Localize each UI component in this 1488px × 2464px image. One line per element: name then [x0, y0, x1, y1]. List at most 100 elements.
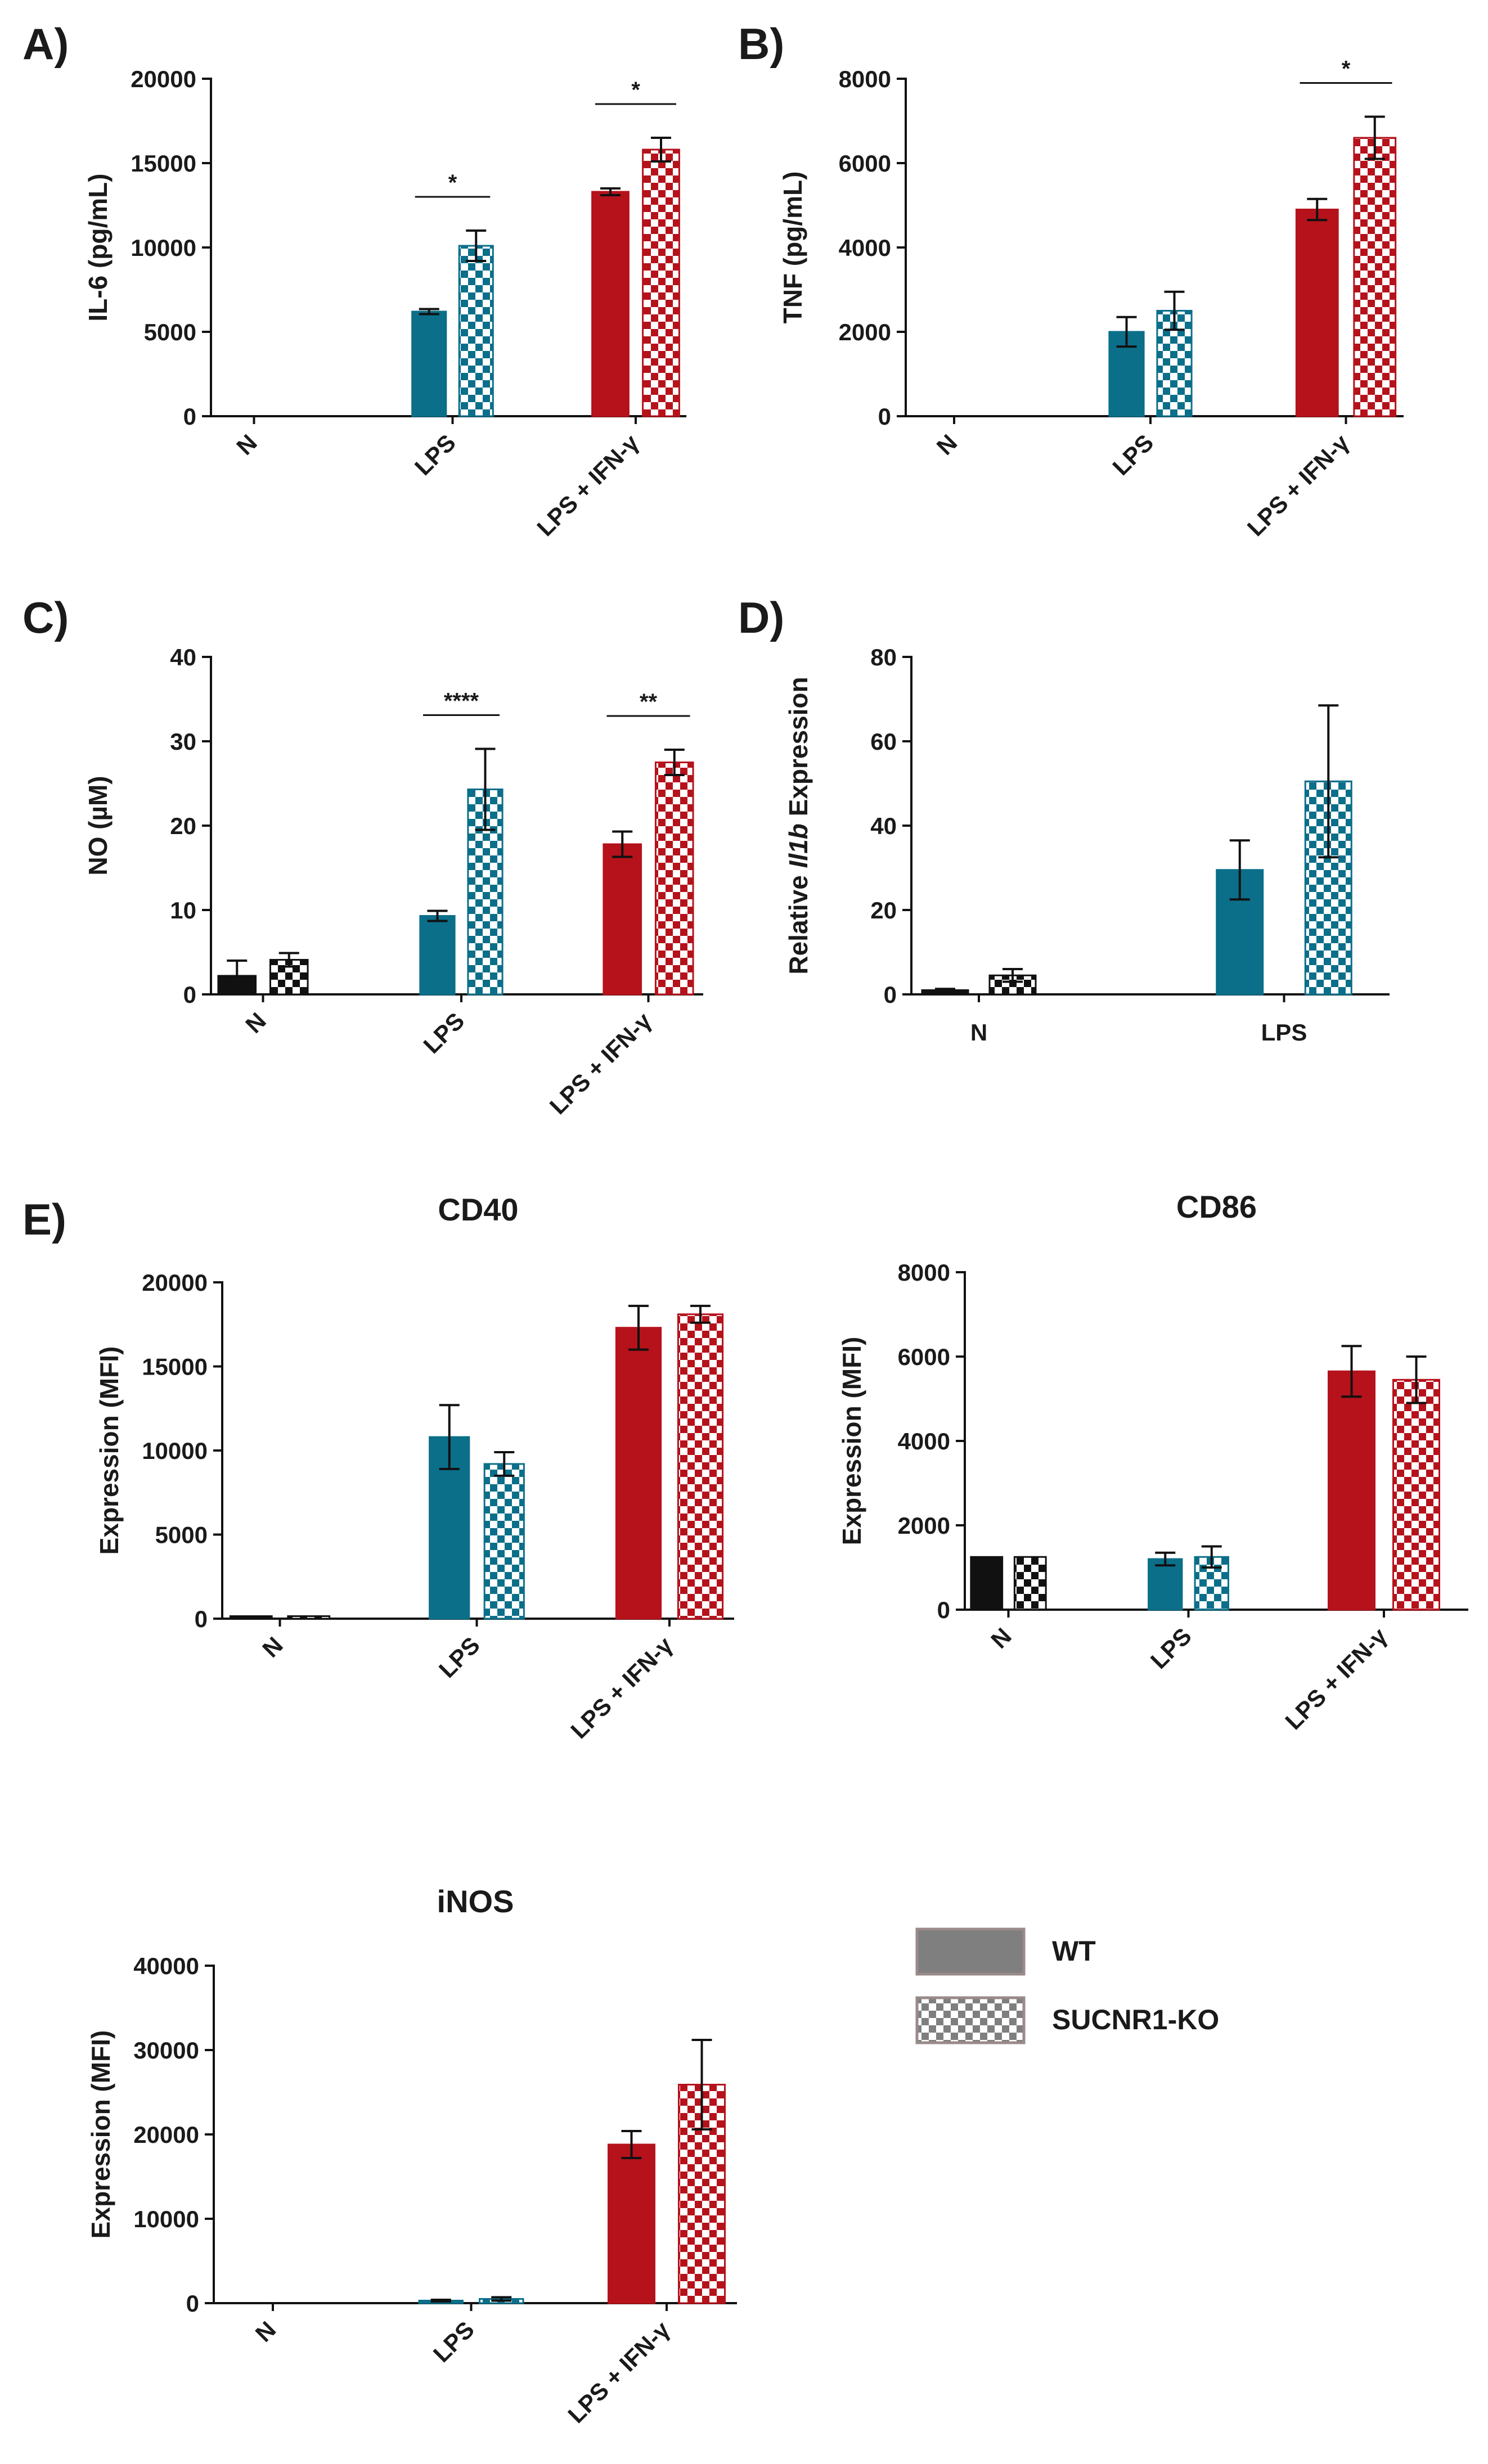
bar-wt-3 [591, 191, 630, 417]
bar-ko-3 [654, 762, 694, 995]
bar-wt-1 [229, 1615, 273, 1620]
chart-1: A) IL-6 (pg/mL) 0 5000 10000 15000 20000 N LPS LP… [23, 19, 686, 541]
y-tick-label: 6000 [898, 1344, 950, 1370]
y-tick-label: 60 [870, 728, 897, 755]
significance-label: * [631, 78, 640, 102]
y-tick-label: 0 [195, 1606, 208, 1632]
y-tick-label: 4000 [839, 235, 891, 261]
y-axis-label: Expression (MFI) [837, 1337, 866, 1546]
bar-wt-2 [1148, 1558, 1183, 1611]
bar-wt-3 [608, 2143, 655, 2304]
panel-label: C) [23, 593, 69, 642]
y-tick-label: 0 [937, 1597, 950, 1623]
chart-4: D) Relative Il1b Expression 0 20 40 60 80 N LPS [738, 593, 1390, 1046]
chart-2: B) TNF (pg/mL) 0 2000 4000 6000 8000 N LPS LPS + … [738, 19, 1404, 541]
chart-5: E) CD40 Expression (MFI) 0 5000 10000 15000 200… [23, 1192, 734, 1744]
significance-label: **** [444, 689, 479, 714]
y-tick-label: 80 [870, 644, 897, 670]
y-axis-label: NO (µM) [83, 776, 113, 875]
y-tick-label: 2000 [839, 319, 891, 345]
significance-label: ** [640, 690, 658, 714]
x-tick-label: LPS + IFN-γ [563, 2316, 675, 2429]
y-axis-label: IL-6 (pg/mL) [83, 173, 113, 321]
x-tick-label: LPS [1145, 1623, 1197, 1674]
y-tick-label: 0 [884, 981, 897, 1008]
panel-label: A) [23, 19, 69, 69]
bar-wt-2 [411, 310, 447, 417]
x-tick-label: N [932, 429, 963, 460]
x-tick-label: N [240, 1007, 271, 1038]
chart-title: iNOS [437, 1884, 514, 1919]
x-tick-label: LPS [434, 1632, 485, 1683]
panel-label: D) [738, 593, 784, 642]
bar-wt-2 [419, 915, 456, 995]
bar-wt-3 [1328, 1370, 1375, 1611]
y-tick-label: 20000 [131, 66, 196, 92]
y-tick-label: 20 [170, 813, 196, 839]
bar-ko-2 [458, 245, 494, 417]
y-tick-label: 15000 [131, 150, 196, 177]
chart-title: CD86 [1176, 1189, 1257, 1224]
bar-ko-1 [1013, 1556, 1047, 1611]
x-tick-label: LPS [428, 2316, 479, 2367]
x-tick-label: LPS + IFN-γ [532, 429, 644, 542]
y-tick-label: 30000 [133, 2037, 199, 2064]
bar-wt-3 [615, 1327, 662, 1620]
y-tick-label: 5000 [155, 1522, 208, 1548]
x-tick-label: LPS [1261, 1019, 1307, 1046]
bar-wt-1 [970, 1556, 1004, 1611]
bar-ko-3 [1392, 1379, 1440, 1611]
y-tick-label: 5000 [144, 319, 196, 345]
x-tick-label: N [250, 2316, 281, 2347]
y-tick-label: 8000 [839, 66, 891, 92]
legend: WT SUCNR1-KO [915, 1927, 1219, 2044]
y-tick-label: 20 [870, 897, 897, 924]
bar-ko-2 [1156, 310, 1193, 417]
legend-label-ko: SUCNR1-KO [1052, 2004, 1219, 2035]
y-tick-label: 30 [170, 728, 196, 755]
y-tick-label: 0 [183, 981, 196, 1008]
bar-ko-3 [677, 1313, 724, 1620]
bar-ko-1 [287, 1615, 331, 1620]
y-tick-label: 0 [878, 403, 891, 430]
x-tick-label: LPS [418, 1007, 469, 1058]
bar-wt-2 [1108, 331, 1145, 417]
y-tick-label: 15000 [142, 1354, 208, 1380]
x-tick-label: N [257, 1632, 288, 1663]
y-axis-label: Expression (MFI) [95, 1346, 124, 1555]
bar-ko-3 [642, 148, 680, 417]
x-tick-label: N [970, 1019, 987, 1046]
significance-label: * [1342, 57, 1351, 82]
x-tick-label: LPS + IFN-γ [545, 1007, 657, 1120]
y-tick-label: 2000 [898, 1512, 950, 1539]
x-tick-label: LPS [1107, 429, 1158, 480]
bar-ko-2 [483, 1463, 525, 1620]
y-axis-label: Expression (MFI) [86, 2030, 115, 2239]
y-tick-label: 20000 [142, 1269, 208, 1296]
y-tick-label: 0 [183, 403, 196, 430]
panel-label: B) [738, 19, 784, 69]
panel-label: E) [23, 1195, 66, 1244]
y-tick-label: 40 [170, 644, 196, 670]
legend-swatch-ko [915, 1996, 1026, 2044]
y-tick-label: 10000 [133, 2206, 199, 2232]
bar-wt-3 [1295, 209, 1339, 417]
x-tick-label: LPS [410, 429, 461, 480]
y-tick-label: 4000 [898, 1428, 950, 1454]
chart-7: iNOS Expression (MFI) 0 10000 20000 30000 4000… [86, 1884, 737, 2428]
x-tick-label: N [986, 1623, 1017, 1654]
x-tick-label: LPS + IFN-γ [1280, 1623, 1392, 1735]
y-axis-label: TNF (pg/mL) [778, 172, 807, 324]
legend-swatch-wt [915, 1927, 1026, 1976]
y-axis-label: Relative Il1b Expression [784, 677, 813, 974]
x-tick-label: N [231, 429, 262, 460]
y-tick-label: 0 [186, 2290, 199, 2317]
y-tick-label: 20000 [133, 2121, 199, 2148]
y-tick-label: 10000 [131, 235, 196, 261]
chart-title: CD40 [438, 1192, 518, 1227]
y-tick-label: 8000 [898, 1259, 950, 1286]
y-tick-label: 6000 [839, 150, 891, 177]
